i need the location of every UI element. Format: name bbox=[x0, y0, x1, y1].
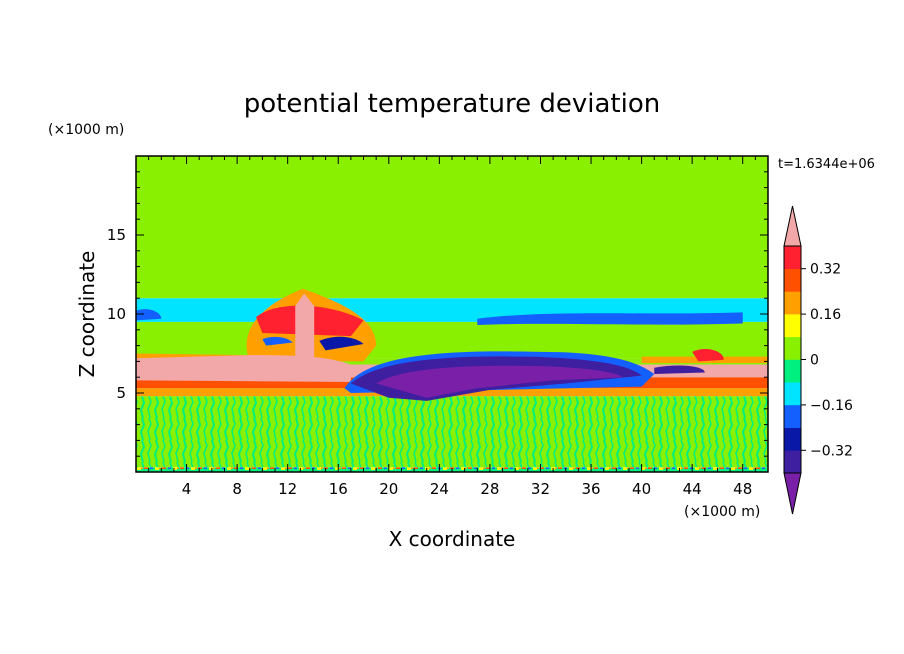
x-tick-label: 28 bbox=[480, 480, 499, 498]
colorbar-tick-label: 0.16 bbox=[810, 307, 841, 323]
colorbar-tick-label: 0.32 bbox=[810, 262, 841, 278]
contour-region bbox=[136, 309, 162, 321]
x-tick-label: 32 bbox=[531, 480, 550, 498]
contour-region bbox=[654, 365, 705, 375]
y-tick-label: 10 bbox=[107, 305, 126, 323]
colorbar-segment bbox=[784, 427, 801, 451]
x-tick-label: 36 bbox=[581, 480, 600, 498]
colorbar-tick-label: −0.32 bbox=[810, 443, 853, 459]
x-tick-label: 44 bbox=[683, 480, 702, 498]
x-tick-label: 12 bbox=[278, 480, 297, 498]
x-tick-label: 8 bbox=[232, 480, 242, 498]
chart-title: potential temperature deviation bbox=[244, 89, 660, 119]
contour-region bbox=[136, 253, 768, 278]
contour-region bbox=[388, 156, 478, 177]
x-axis-label: X coordinate bbox=[389, 527, 516, 551]
contour-region bbox=[136, 355, 351, 382]
colorbar-segment bbox=[784, 450, 801, 474]
contour-field bbox=[136, 156, 768, 472]
colorbar-segment bbox=[784, 382, 801, 406]
colorbar-segment bbox=[784, 314, 801, 338]
contour-region bbox=[477, 312, 743, 326]
colorbar-tick-label: −0.16 bbox=[810, 398, 853, 414]
contour-region bbox=[295, 293, 315, 370]
x-tick-label: 16 bbox=[329, 480, 348, 498]
x-unit-label: (×1000 m) bbox=[684, 504, 760, 520]
x-axis-ticks: 4 8 12 16 20 24 28 32 36 40 44 48 bbox=[148, 156, 756, 498]
contour-region bbox=[692, 349, 724, 362]
y-tick-label: 5 bbox=[116, 384, 126, 402]
x-tick-label: 24 bbox=[430, 480, 449, 498]
colorbar: 0.32 0.16 0 −0.16 −0.32 bbox=[783, 205, 853, 515]
y-unit-label: (×1000 m) bbox=[48, 122, 124, 138]
x-tick-label: 48 bbox=[733, 480, 752, 498]
y-tick-label: 15 bbox=[107, 226, 126, 244]
colorbar-segment bbox=[784, 291, 801, 315]
time-label: t=1.6344e+06 bbox=[778, 157, 875, 172]
contour-region bbox=[262, 336, 293, 346]
colorbar-max-extension bbox=[783, 205, 802, 247]
y-axis-label: Z coordinate bbox=[75, 251, 99, 378]
x-tick-label: 20 bbox=[379, 480, 398, 498]
contour-region bbox=[319, 336, 364, 351]
colorbar-segment bbox=[784, 336, 801, 360]
colorbar-segment bbox=[784, 268, 801, 292]
field-band bbox=[136, 274, 768, 299]
contour-region bbox=[136, 156, 190, 216]
colorbar-segment bbox=[784, 359, 801, 383]
contour-region bbox=[515, 203, 768, 259]
x-tick-label: 4 bbox=[182, 480, 192, 498]
contour-region bbox=[376, 365, 623, 398]
field-band bbox=[136, 396, 768, 468]
colorbar-segment bbox=[784, 246, 801, 269]
colorbar-min-extension bbox=[783, 472, 802, 515]
x-tick-label: 40 bbox=[632, 480, 651, 498]
contour-region bbox=[136, 326, 768, 341]
colorbar-segment bbox=[784, 404, 801, 428]
colorbar-tick-label: 0 bbox=[810, 353, 819, 369]
y-axis-ticks: 5 10 15 bbox=[107, 171, 768, 457]
